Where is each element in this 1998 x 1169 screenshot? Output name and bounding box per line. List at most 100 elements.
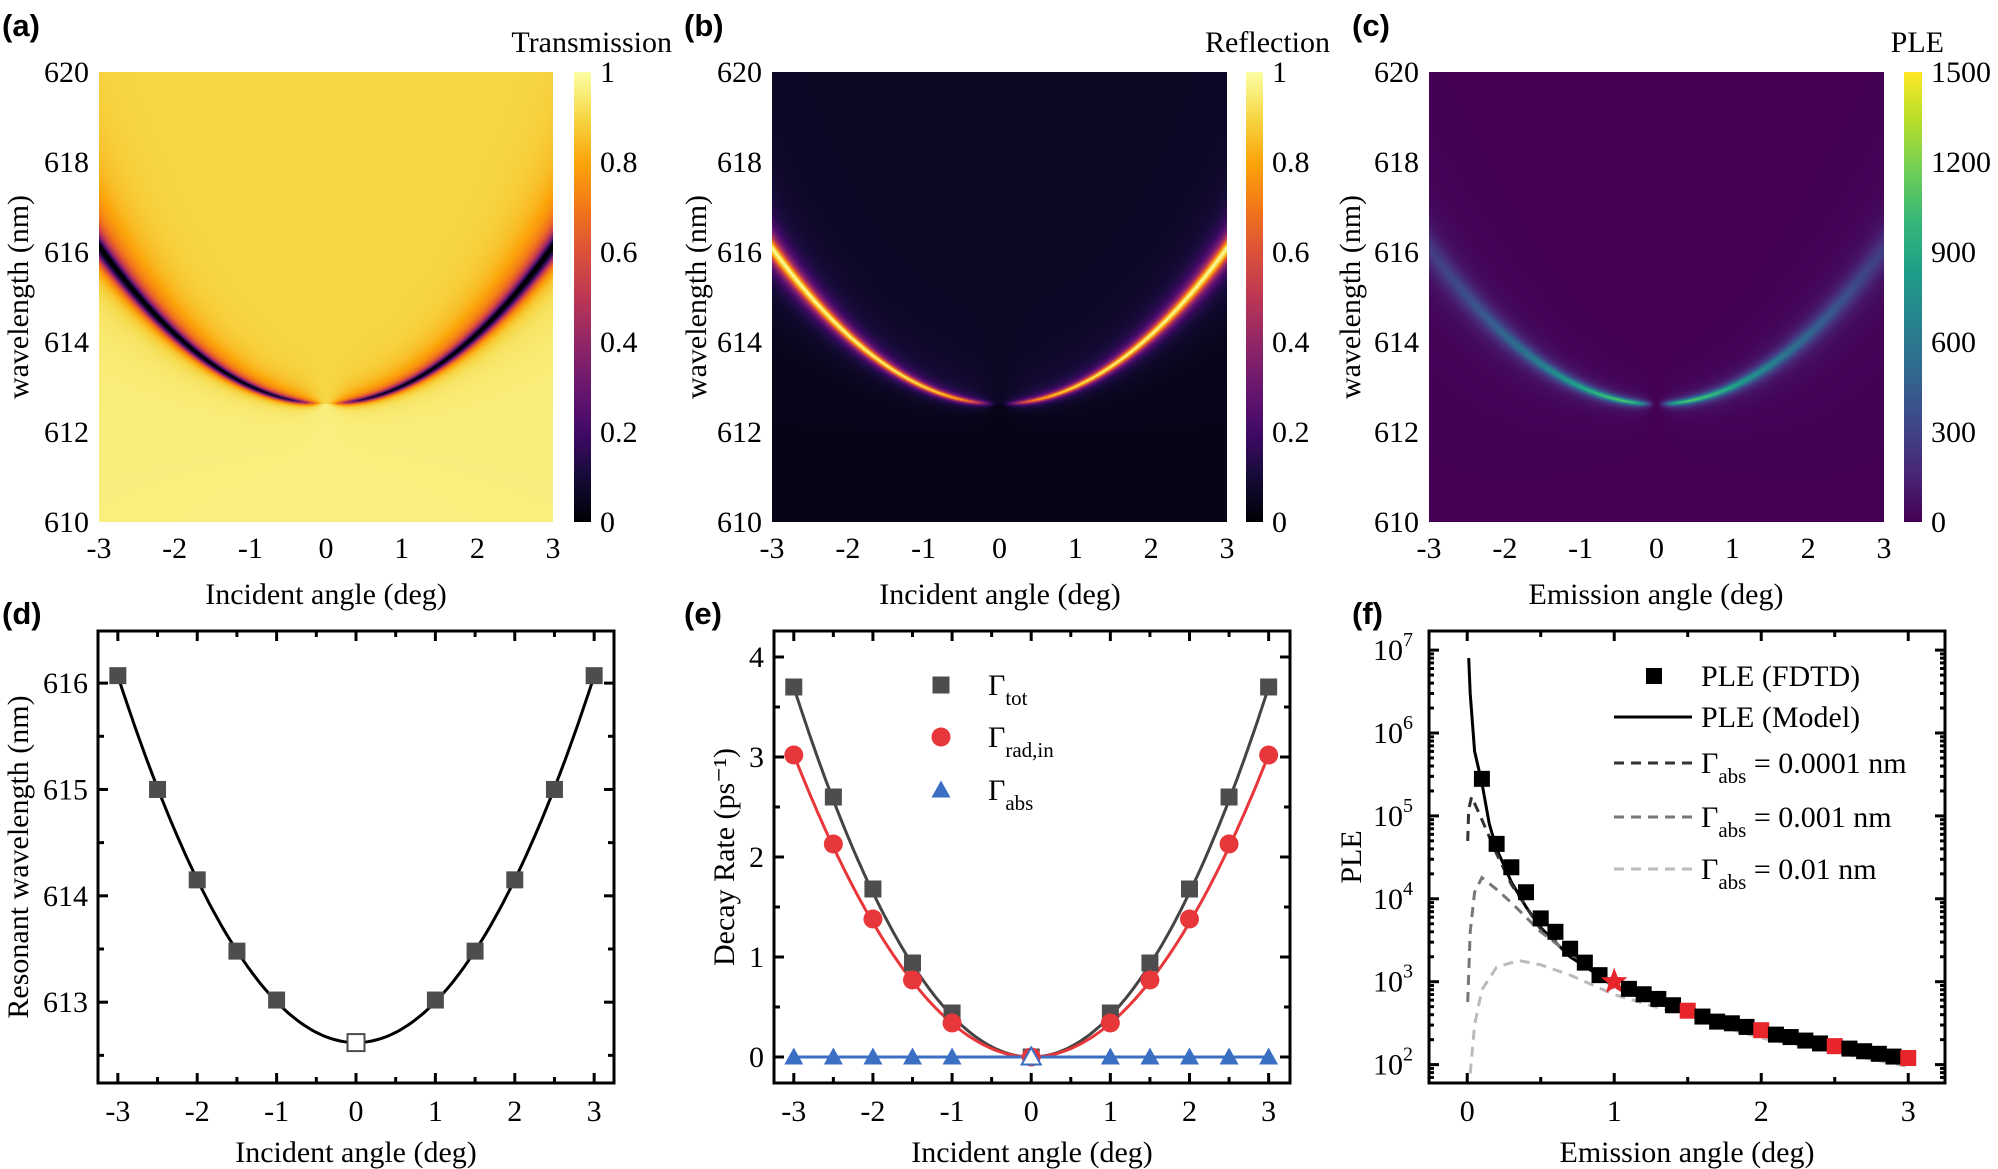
y-tick-label: 104 <box>1373 878 1413 916</box>
data-point-square <box>1488 835 1505 852</box>
x-tick-label: 2 <box>507 1095 522 1128</box>
data-point-circle <box>784 745 804 765</box>
data-point-square <box>903 954 921 972</box>
data-point-square <box>426 991 444 1009</box>
x-tick-label: -3 <box>760 532 785 565</box>
xlabel-f: Emission angle (deg) <box>1560 1136 1815 1169</box>
y-tick-label: 102 <box>1373 1044 1413 1082</box>
y-tick-label: 616 <box>717 236 762 269</box>
legend-item: Γabs <box>931 774 1033 815</box>
colorbar-tick-label: 1200 <box>1931 146 1991 179</box>
data-point-triangle <box>942 1047 962 1065</box>
data-point-square <box>585 667 603 685</box>
data-point-square <box>1620 980 1637 997</box>
data-point-square <box>1679 1002 1696 1019</box>
colorbar-tick-label: 0.6 <box>600 236 638 269</box>
x-tick-label: 3 <box>1901 1095 1916 1128</box>
data-point-square <box>149 780 167 798</box>
x-tick-label: -2 <box>185 1095 210 1128</box>
legend-label: Γabs <box>988 774 1033 815</box>
data-point-triangle <box>902 1047 922 1065</box>
x-tick-label: -3 <box>105 1095 130 1128</box>
x-tick-label: 2 <box>1144 532 1159 565</box>
x-tick-label: 2 <box>1801 532 1816 565</box>
y-tick-label: 0 <box>749 1041 764 1074</box>
legend-label: Γrad,in <box>988 721 1054 762</box>
legend-label: PLE (FDTD) <box>1701 660 1860 693</box>
data-point-square <box>785 678 803 696</box>
x-tick-label: -3 <box>87 532 112 565</box>
x-tick-label: -2 <box>162 532 187 565</box>
xlabel-c: Emission angle (deg) <box>1529 578 1784 611</box>
colorbar-tick-label: 0.2 <box>1272 416 1310 449</box>
colorbar-transmission <box>574 72 591 522</box>
x-tick-label: -1 <box>1568 532 1593 565</box>
series-line <box>1466 792 1909 1065</box>
data-point-square <box>1709 1013 1726 1030</box>
y-tick-label: 616 <box>43 667 88 700</box>
panel-letter-c: (c) <box>1352 8 1390 43</box>
heatmap-reflection <box>772 72 1227 522</box>
y-tick-label: 616 <box>1374 236 1419 269</box>
plot-d: -3 -2 -1 0 1 2 3 613 614 615 616 <box>43 629 616 1128</box>
data-point-triangle <box>784 1047 804 1065</box>
y-tick-label: 612 <box>1374 416 1419 449</box>
y-tick-label: 618 <box>717 146 762 179</box>
colorbar-label-ple: PLE <box>1891 26 1944 59</box>
heatmap-ple <box>1429 72 1884 522</box>
colorbar-tick-label: 0 <box>1931 506 1946 539</box>
y-tick-label: 107 <box>1373 629 1413 667</box>
data-point-square <box>1665 997 1682 1014</box>
data-point-square <box>1220 788 1238 806</box>
y-tick-label: 612 <box>717 416 762 449</box>
legend-label: Γabs = 0.01 nm <box>1701 853 1877 894</box>
y-tick-label: 1 <box>749 941 764 974</box>
data-point-star <box>1600 967 1628 993</box>
data-point-triangle <box>1219 1047 1239 1065</box>
x-tick-label: -1 <box>911 532 936 565</box>
legend-item: Γabs = 0.001 nm <box>1614 801 1892 842</box>
colorbar-tick-label: 1 <box>600 56 615 89</box>
data-point-circle <box>1179 909 1199 929</box>
panel-letter-a: (a) <box>2 8 40 43</box>
plot-frame <box>96 629 616 1085</box>
panel-letter-e: (e) <box>684 596 722 631</box>
y-tick-label: 614 <box>1374 326 1419 359</box>
x-tick-label: -2 <box>860 1095 885 1128</box>
x-tick-label: 0 <box>1649 532 1664 565</box>
data-point-square <box>1547 923 1564 940</box>
data-point-triangle <box>1020 1045 1043 1066</box>
x-tick-label: 2 <box>1754 1095 1769 1128</box>
xlabel-e: Incident angle (deg) <box>911 1136 1153 1169</box>
data-point-square <box>1812 1035 1829 1052</box>
data-point-square <box>1856 1043 1873 1060</box>
fit-curve <box>116 675 596 1045</box>
colorbar-label-transmission: Transmission <box>511 26 672 59</box>
x-tick-label: -1 <box>940 1095 965 1128</box>
data-point-circle <box>863 909 883 929</box>
x-tick-label: 2 <box>470 532 485 565</box>
colorbar-tick-label: 0.2 <box>600 416 638 449</box>
data-point-circle <box>823 834 843 854</box>
data-point-square <box>228 942 246 960</box>
legend-item: PLE (Model) <box>1614 701 1860 734</box>
legend-label: PLE (Model) <box>1701 701 1860 734</box>
data-point-triangle <box>1140 1047 1160 1065</box>
data-point-square <box>1841 1040 1858 1057</box>
colorbar-tick-label: 600 <box>1931 326 1976 359</box>
data-point-square <box>1650 990 1667 1007</box>
plot-frame <box>1427 629 1947 1085</box>
legend-item: Γrad,in <box>931 721 1054 762</box>
data-point-square <box>1826 1038 1843 1055</box>
plot-marks <box>116 675 596 1045</box>
data-point-square <box>1782 1029 1799 1046</box>
data-point-square <box>1738 1018 1755 1035</box>
panel-letter-b: (b) <box>684 8 724 43</box>
data-point-circle <box>902 970 922 990</box>
data-point-square <box>864 880 882 898</box>
data-point-square <box>346 1033 366 1053</box>
data-point-square <box>1646 668 1662 684</box>
data-point-square <box>1635 986 1652 1003</box>
data-point-square <box>1473 770 1490 787</box>
